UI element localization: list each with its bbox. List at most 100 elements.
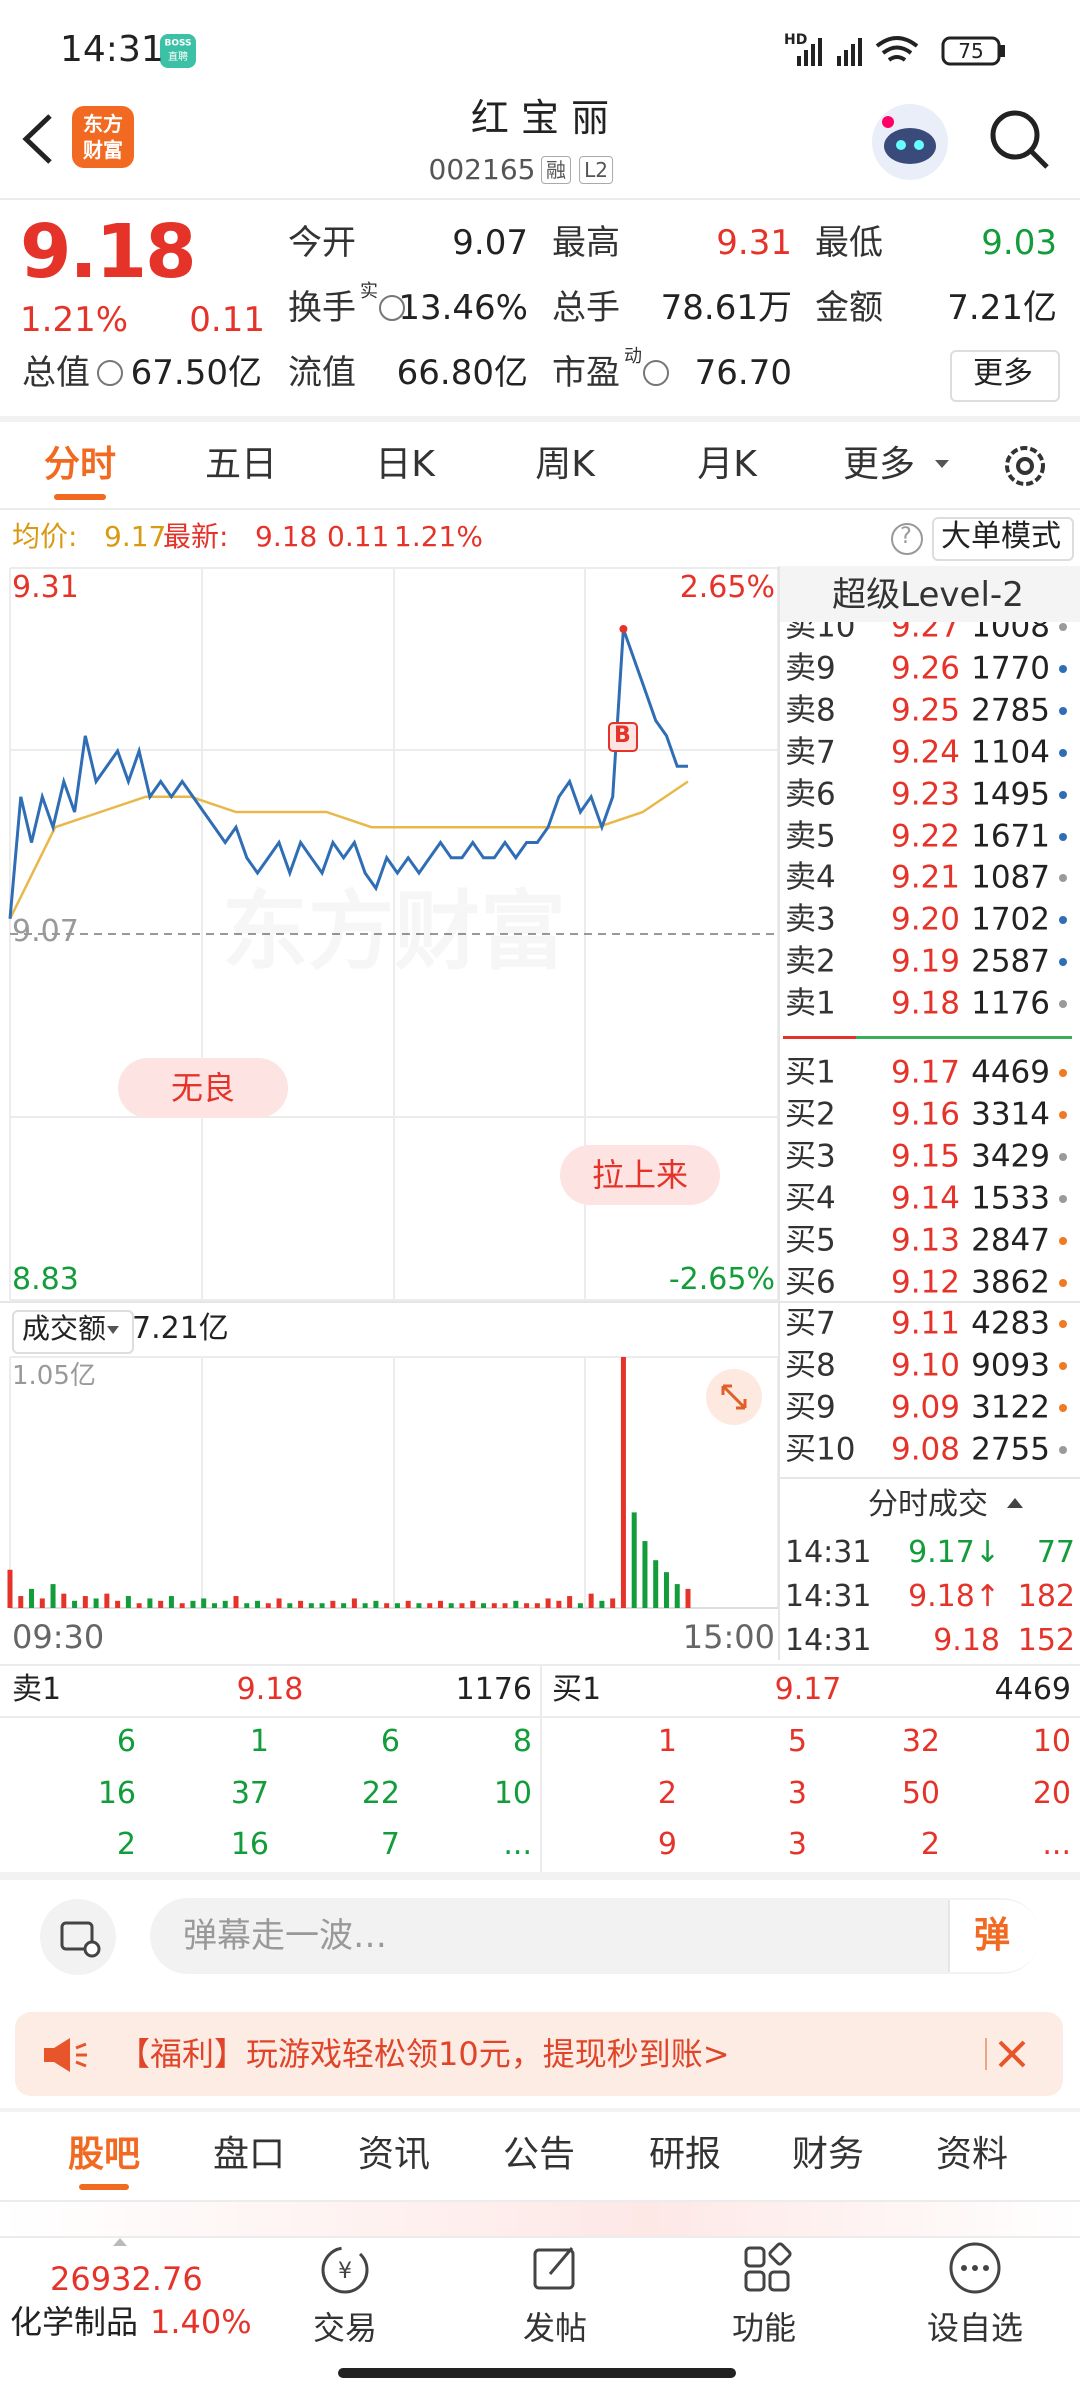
level-volume: 2847	[971, 1222, 1050, 1259]
queue-order: 6	[380, 1724, 400, 1759]
volume-bar	[620, 1357, 626, 1608]
time-start: 09:30	[12, 1618, 105, 1656]
volume-bar	[341, 1603, 347, 1608]
queue-order: 10	[493, 1775, 532, 1811]
section-tab[interactable]: 公告	[502, 2134, 576, 2175]
level-price: 9.14	[890, 1180, 960, 1217]
volume-max-label: 1.05亿	[12, 1361, 96, 1391]
volume-bar	[308, 1603, 314, 1608]
tab[interactable]: 月K	[697, 444, 757, 485]
trades-title: 分时成交	[868, 1487, 988, 1522]
section-tab[interactable]: 财务	[791, 2134, 865, 2175]
help: ?	[900, 524, 912, 549]
index-value: 26932.76	[50, 2260, 203, 2298]
column-divider	[540, 1664, 542, 1872]
level-dot	[1059, 916, 1067, 925]
info-icons	[97, 295, 669, 386]
danmaku-toggle[interactable]	[38, 1897, 118, 1977]
comment-placeholder: 弹幕走一波…	[183, 1916, 387, 1956]
volume-bar	[255, 1600, 261, 1608]
volume-bar	[642, 1541, 648, 1608]
level-label: 买6	[785, 1264, 836, 1300]
comment-input[interactable]	[150, 1898, 1040, 1974]
volume-bar	[588, 1593, 594, 1608]
level-label: 买5	[785, 1222, 836, 1259]
volume-bar	[158, 1600, 164, 1608]
level-price: 9.18	[890, 985, 960, 1022]
queue-price: 9.17	[774, 1672, 842, 1707]
volume-bar	[437, 1600, 443, 1608]
mode-frame[interactable]	[932, 517, 1074, 561]
level-volume: 2785	[971, 692, 1050, 729]
volume-bar	[394, 1603, 400, 1608]
level-dot	[1059, 1152, 1067, 1161]
danmaku-button[interactable]: 弹	[973, 1915, 1011, 1956]
tab[interactable]: 五日	[204, 444, 278, 485]
queue-order: 10	[1032, 1724, 1071, 1759]
queue-order: 2	[657, 1775, 677, 1811]
tag: 融	[541, 156, 571, 184]
level-label: 买4	[785, 1180, 836, 1217]
queue-order: 50	[901, 1775, 940, 1811]
expand-button[interactable]	[704, 1367, 764, 1427]
avg-value: 9.17	[104, 520, 167, 553]
action-button[interactable]: 设自选	[926, 2309, 1024, 2347]
section-tab[interactable]: 资讯	[357, 2134, 431, 2175]
tab[interactable]: 日K	[375, 444, 435, 485]
app-logo[interactable]	[72, 106, 134, 168]
banner-bg[interactable]	[15, 2012, 1063, 2096]
section-tab[interactable]: 资料	[935, 2134, 1009, 2175]
level-price: 9.17	[890, 1054, 960, 1091]
trades-arrow	[1007, 1498, 1023, 1508]
badge-text: BOSS	[164, 38, 192, 49]
volume-bar	[653, 1560, 659, 1608]
level-dot	[1059, 874, 1067, 883]
avatar[interactable]	[868, 100, 952, 184]
level-price: 9.08	[890, 1431, 960, 1468]
level-volume: 3429	[971, 1138, 1050, 1175]
danmaku-button-bg[interactable]	[948, 1900, 1040, 1972]
back-button[interactable]	[18, 112, 58, 166]
level-dot	[1059, 1404, 1067, 1413]
tab[interactable]: 分时	[43, 444, 117, 485]
trade-time: 14:31	[785, 1623, 872, 1658]
volume-label-frame[interactable]	[12, 1310, 134, 1354]
volume-bar	[72, 1600, 78, 1608]
tab[interactable]: 更多	[842, 444, 916, 485]
stat-value: 9.31	[716, 223, 792, 263]
help-circle[interactable]	[891, 523, 923, 555]
level-dot	[1059, 1000, 1067, 1009]
volume-bar	[534, 1603, 540, 1608]
action-button[interactable]: 功能	[731, 2309, 797, 2347]
avg-label: 均价:	[12, 520, 78, 553]
level-price: 9.26	[890, 650, 960, 687]
trade-volume: 182	[1017, 1579, 1075, 1614]
stat-label: 最低	[815, 223, 883, 263]
volume-bar	[513, 1600, 519, 1608]
action-button[interactable]: 发帖	[522, 2309, 588, 2347]
level-volume: 2587	[971, 943, 1050, 980]
search-button[interactable]	[985, 105, 1055, 175]
tab[interactable]: 周K	[535, 444, 595, 485]
stat-label: 总值	[22, 353, 90, 393]
section-tab[interactable]: 研报	[648, 2134, 722, 2175]
volume-bar	[351, 1598, 357, 1608]
volume-bar	[491, 1603, 497, 1608]
queue-order: 20	[1032, 1775, 1071, 1811]
banner-close[interactable]	[982, 2034, 1032, 2074]
section-tab[interactable]: 盘口	[212, 2134, 286, 2175]
settings-button[interactable]	[1000, 441, 1050, 491]
level-price: 9.09	[890, 1389, 960, 1426]
level-dot	[1059, 958, 1067, 967]
queue-order: 7	[380, 1827, 400, 1862]
level-price: 9.27	[890, 622, 960, 645]
volume-bar	[179, 1603, 185, 1608]
stat-value: 9.03	[981, 223, 1057, 263]
action-button[interactable]: 交易	[312, 2309, 378, 2347]
section-tab[interactable]: 股吧	[67, 2134, 141, 2175]
level-volume: 1702	[971, 901, 1050, 938]
volume-bar	[567, 1596, 573, 1608]
change: 0.11	[189, 300, 265, 340]
level-label: 卖7	[785, 734, 836, 771]
more-button-frame[interactable]	[950, 350, 1060, 402]
